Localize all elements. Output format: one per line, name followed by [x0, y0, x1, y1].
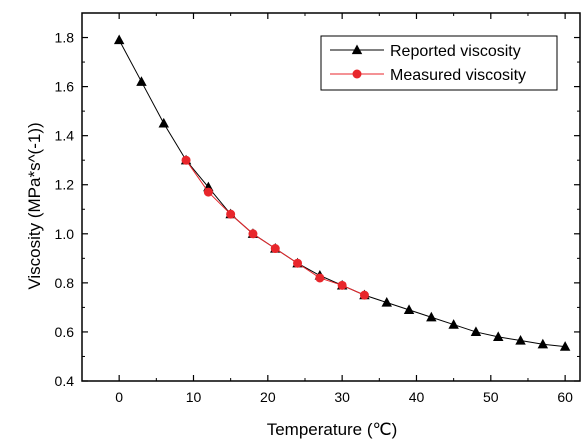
legend-marker — [352, 69, 362, 79]
data-point-triangle — [493, 331, 504, 341]
data-point-triangle — [113, 34, 125, 45]
y-tick-label: 0.6 — [55, 324, 75, 340]
data-point-triangle — [470, 326, 482, 337]
y-tick-label: 1.4 — [55, 128, 75, 144]
legend-label-reported: Reported viscosity — [390, 43, 521, 60]
data-point-circle — [337, 280, 347, 290]
series-1 — [181, 155, 369, 300]
series-layer — [113, 34, 571, 351]
legend-item-measured — [330, 69, 384, 79]
y-axis-ticks: 0.4 0.6 0.8 1.0 1.2 1.4 1.6 1.8 — [55, 12, 580, 389]
data-point-triangle — [515, 335, 526, 345]
legend-box — [320, 35, 558, 91]
data-point-triangle — [381, 296, 392, 307]
y-tick-label: 1.2 — [55, 177, 75, 193]
data-point-circle — [359, 290, 369, 300]
legend-item-reported — [330, 44, 384, 55]
y-tick-label: 1.8 — [55, 30, 75, 46]
data-point-triangle — [426, 311, 437, 322]
plot-border — [81, 12, 581, 382]
x-tick-label: 10 — [186, 389, 202, 405]
data-point-triangle — [158, 117, 169, 128]
data-point-circle — [270, 244, 280, 254]
x-tick-label: 0 — [115, 389, 123, 405]
data-point-circle — [293, 258, 303, 268]
plot-frame — [81, 12, 581, 382]
legend: Reported viscosity Measured viscosity — [320, 35, 558, 91]
y-axis-title: Viscosity (MPa*s^(-1)) — [25, 122, 44, 289]
data-point-triangle — [537, 338, 549, 349]
y-tick-label: 1.6 — [55, 79, 75, 95]
y-tick-label: 0.4 — [55, 373, 75, 389]
y-tick-label: 1.0 — [55, 226, 75, 242]
legend-marker — [351, 44, 363, 55]
data-point-circle — [226, 209, 236, 219]
x-tick-label: 30 — [334, 389, 350, 405]
data-point-circle — [181, 155, 191, 165]
x-tick-label: 50 — [483, 389, 499, 405]
x-axis-ticks: 0 10 20 30 40 50 60 — [81, 13, 573, 405]
x-tick-label: 60 — [557, 389, 573, 405]
data-point-triangle — [559, 341, 571, 351]
legend-label-measured: Measured viscosity — [390, 67, 526, 84]
data-point-circle — [248, 229, 258, 239]
data-point-circle — [203, 187, 213, 197]
y-tick-label: 0.8 — [55, 275, 75, 291]
series-line — [185, 159, 365, 296]
data-point-triangle — [136, 76, 147, 86]
data-point-triangle — [403, 304, 415, 314]
x-tick-label: 20 — [260, 389, 276, 405]
data-point-circle — [315, 273, 325, 283]
data-point-triangle — [448, 319, 459, 329]
x-tick-label: 40 — [409, 389, 425, 405]
x-axis-title: Temperature (℃) — [267, 420, 398, 439]
